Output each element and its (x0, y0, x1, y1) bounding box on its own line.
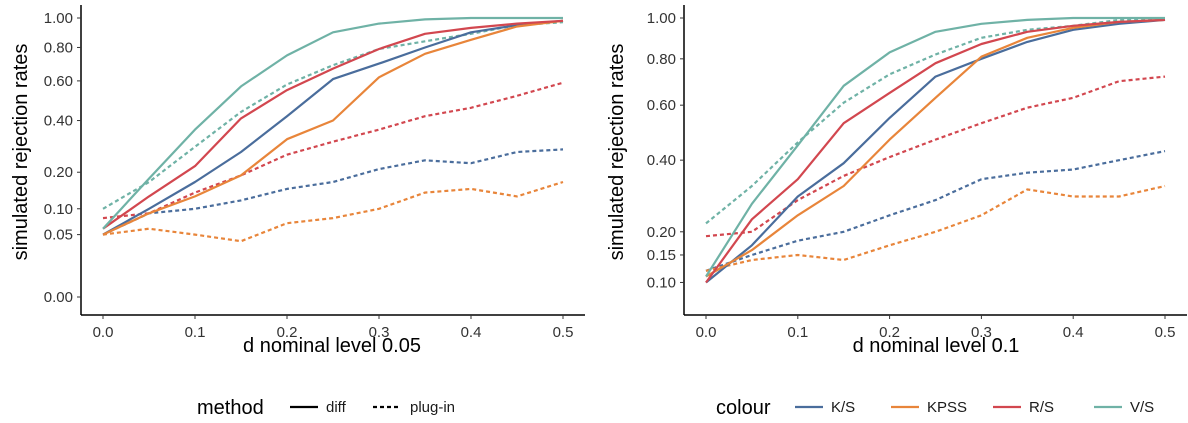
series-line-rs-plug-in-left (102, 81, 564, 220)
x-tick-label: 0.5 (1155, 324, 1176, 341)
series-line-kpss-plug-in-right (705, 184, 1166, 272)
y-tick-label: 1.00 (44, 10, 73, 27)
series-line-ks-diff-left (102, 19, 564, 236)
y-tick-label: 0.80 (647, 51, 676, 68)
legend-label-ks: K/S (831, 399, 855, 416)
legend-method-title: method (197, 397, 264, 419)
y-tick-label: 0.20 (647, 224, 676, 241)
y-tick-label: 0.10 (647, 274, 676, 291)
series-line-vs-diff-left (102, 16, 563, 230)
chart-panel-left: simulated rejection rates d nominal leve… (10, 5, 585, 357)
legend-label-vs: V/S (1130, 399, 1154, 416)
y-tick-label: 0.05 (44, 227, 73, 244)
series-line-ks-plug-in-right (705, 150, 1166, 272)
chart-panel-right: simulated rejection rates d nominal leve… (606, 5, 1187, 357)
y-tick-label: 0.60 (44, 73, 73, 90)
y-tick-label: 0.40 (647, 152, 676, 169)
x-axis-title-right: d nominal level 0.1 (853, 335, 1020, 357)
y-tick-label: 0.80 (44, 39, 73, 56)
y-tick-label: 0.40 (44, 113, 73, 130)
series-line-vs-plug-in-right (705, 18, 1165, 225)
y-tick-label: 0.20 (44, 164, 73, 181)
series-line-kpss-diff-right (705, 18, 1166, 278)
legend-label-plug-in: plug-in (410, 399, 455, 416)
x-axis-title-left: d nominal level 0.05 (243, 335, 421, 357)
series-line-kpss-plug-in-left (102, 180, 564, 243)
x-tick-label: 0.4 (461, 324, 482, 341)
x-tick-label: 0.3 (369, 324, 390, 341)
legend-colour: colour K/S KPSS R/S V/S (716, 397, 1154, 419)
x-tick-label: 0.5 (553, 324, 574, 341)
legend-label-rs: R/S (1029, 399, 1054, 416)
y-tick-label: 1.00 (647, 10, 676, 27)
series-line-rs-diff-left (102, 19, 564, 230)
series-line-kpss-diff-left (102, 19, 564, 236)
series-line-ks-plug-in-left (102, 148, 564, 236)
series-line-ks-diff-right (705, 18, 1166, 284)
y-axis-title-left: simulated rejection rates (10, 44, 32, 261)
series-line-rs-diff-right (705, 18, 1166, 284)
y-tick-label: 0.15 (647, 247, 676, 264)
series-line-rs-plug-in-right (705, 75, 1166, 238)
legend-label-diff: diff (326, 399, 347, 416)
legend-colour-title: colour (716, 397, 771, 419)
y-axis-title-right: simulated rejection rates (606, 44, 628, 261)
x-tick-label: 0.0 (696, 324, 717, 341)
x-tick-label: 0.2 (277, 324, 298, 341)
y-tick-label: 0.10 (44, 201, 73, 218)
x-tick-label: 0.2 (879, 324, 900, 341)
legend-label-kpss: KPSS (927, 399, 967, 416)
x-tick-label: 0.0 (93, 324, 114, 341)
y-tick-label: 0.00 (44, 289, 73, 306)
x-tick-label: 0.4 (1063, 324, 1084, 341)
x-tick-label: 0.1 (787, 324, 808, 341)
legend-method: method diff plug-in (197, 397, 455, 419)
y-tick-label: 0.60 (647, 97, 676, 114)
x-tick-label: 0.1 (185, 324, 206, 341)
x-tick-label: 0.3 (971, 324, 992, 341)
series-line-vs-diff-right (705, 16, 1165, 278)
